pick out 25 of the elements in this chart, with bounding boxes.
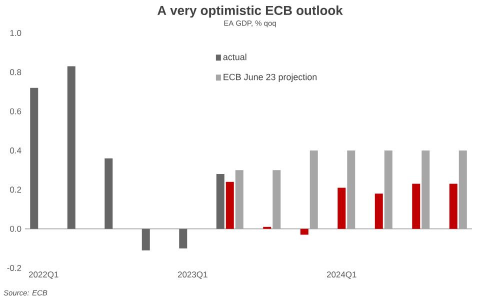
x-tick-label: 2023Q1 bbox=[178, 272, 208, 280]
bar bbox=[216, 174, 224, 229]
y-tick-label: 0.0 bbox=[10, 226, 22, 232]
y-tick-label: -0.2 bbox=[7, 265, 22, 271]
bar bbox=[226, 182, 234, 229]
bar bbox=[30, 88, 38, 229]
y-tick-label: 0.4 bbox=[10, 148, 22, 154]
bar bbox=[449, 184, 458, 229]
bar bbox=[374, 194, 383, 229]
legend-label: ECB June 23 projection bbox=[224, 74, 317, 82]
y-tick-label: 1.0 bbox=[10, 30, 22, 36]
chart-title: A very optimistic ECB outlook bbox=[158, 6, 343, 18]
bar bbox=[412, 184, 420, 229]
bar bbox=[179, 228, 188, 248]
legend-label: actual bbox=[223, 54, 246, 60]
bar bbox=[67, 66, 76, 229]
y-tick-label: 0.6 bbox=[10, 108, 22, 114]
y-tick-label: 0.2 bbox=[10, 186, 22, 193]
bar bbox=[142, 228, 150, 250]
y-tick-label: 0.8 bbox=[10, 69, 22, 76]
bar bbox=[338, 188, 346, 229]
bar bbox=[104, 158, 113, 229]
x-tick-label: 2024Q1 bbox=[326, 272, 356, 280]
x-tick-label: 2022Q1 bbox=[28, 272, 58, 280]
bar bbox=[300, 228, 308, 235]
